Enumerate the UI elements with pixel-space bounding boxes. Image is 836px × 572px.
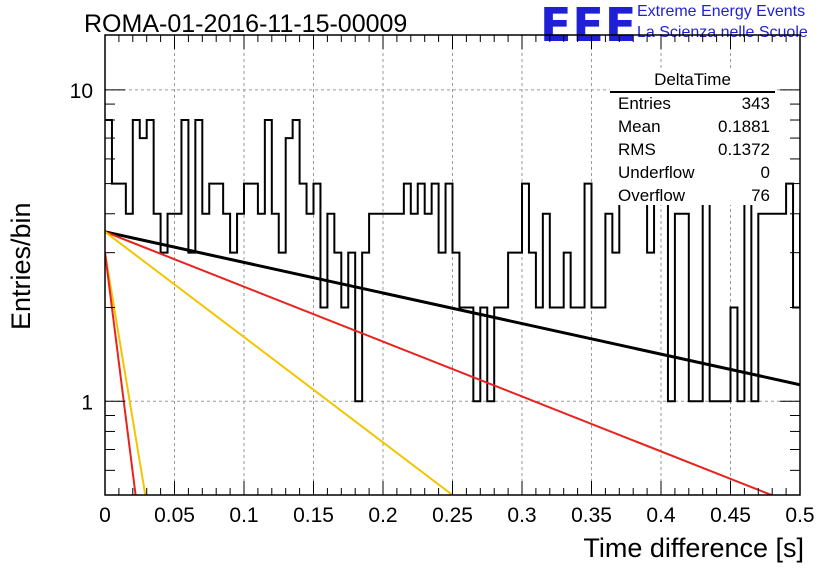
stats-value: 0.1372 (718, 140, 770, 159)
fit-line-2 (105, 231, 454, 495)
fit-line-1 (105, 230, 775, 495)
x-tick-label: 0.5 (785, 504, 814, 527)
x-tick-label: 0.3 (507, 504, 536, 527)
stats-key: Entries (618, 94, 671, 113)
x-tick-label: 0.4 (646, 504, 676, 527)
stats-key: RMS (618, 140, 656, 159)
stats-value: 343 (741, 94, 770, 113)
fit-line-3 (105, 252, 147, 495)
stats-value: 0 (760, 163, 770, 182)
stats-value: 76 (751, 186, 770, 205)
eee-logo: EEE (540, 0, 638, 52)
fit-line-0 (105, 230, 800, 387)
histogram-steps (105, 119, 800, 403)
logo-text-line1: Extreme Energy Events (637, 3, 806, 20)
y-tick-label: 1 (81, 391, 93, 414)
x-tick-label: 0.2 (368, 504, 397, 527)
x-axis-label: Time difference [s] (583, 533, 804, 563)
chart-title: ROMA-01-2016-11-15-00009 (84, 10, 408, 38)
stats-key: Overflow (618, 186, 686, 205)
stats-title: DeltaTime (610, 70, 775, 93)
x-tick-label: 0.45 (710, 504, 751, 527)
stats-box: DeltaTime Entries 343 Mean 0.1881 RMS 0.… (610, 70, 775, 205)
y-axis-label: Entries/bin (6, 202, 36, 330)
stats-key: Mean (618, 117, 661, 136)
x-tick-label: 0.25 (432, 504, 473, 527)
y-tick-label: 10 (70, 80, 93, 103)
stats-value: 0.1881 (718, 117, 770, 136)
x-tick-label: 0.05 (154, 504, 195, 527)
x-tick-label: 0.1 (229, 504, 258, 527)
x-tick-label: 0 (99, 504, 111, 527)
x-tick-label: 0.35 (571, 504, 612, 527)
fit-line-4 (105, 252, 137, 495)
stats-key: Underflow (618, 163, 695, 182)
logo-text-line2: La Scienza nelle Scuole (637, 24, 808, 41)
x-tick-label: 0.15 (293, 504, 334, 527)
